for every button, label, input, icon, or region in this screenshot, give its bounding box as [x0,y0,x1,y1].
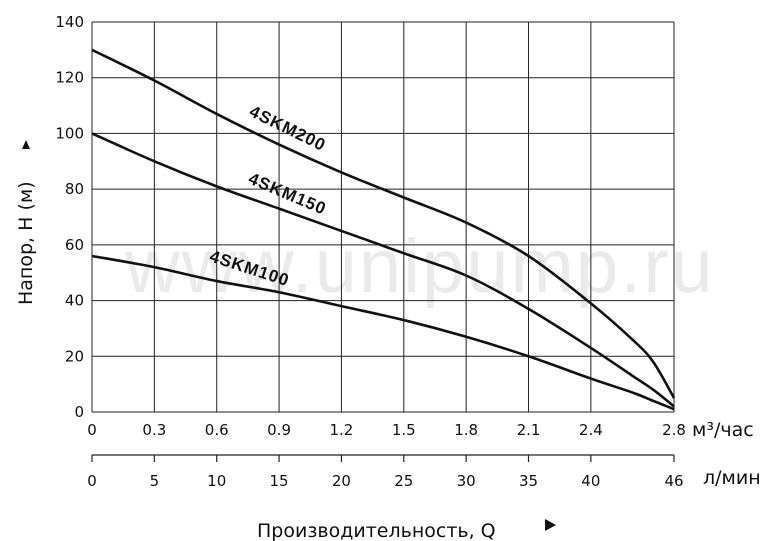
x-axis-arrow-icon [545,519,556,531]
x-tick-label: 2.1 [517,421,541,439]
x-tick-label: 0.3 [142,421,166,439]
y-tick-label: 80 [65,180,84,198]
curve-4skm150 [91,132,675,408]
secondary-x-axis: 0 5 10 15 20 25 30 35 40 46 [87,454,684,490]
x-tick-labels: 0 0.3 0.6 0.9 1.2 1.5 1.8 2.1 2.4 2.8 [87,421,686,439]
x-tick-label: 0.9 [267,421,291,439]
curve-4skm100 [91,254,675,411]
x-axis-title: Производительность, Q [257,520,496,541]
x-tick-label: 0 [87,421,97,439]
x-tick-label: 2.4 [579,421,603,439]
y-axis-arrow-icon [22,140,30,149]
x2-tick-label: 30 [457,472,476,490]
x-tick-label: 0.6 [205,421,229,439]
grid [91,21,675,413]
x2-tick-label: 5 [150,472,160,490]
x2-tick-label: 20 [332,472,351,490]
y-tick-label: 120 [55,69,84,87]
x-tick-label: 2.8 [662,421,686,439]
y-tick-labels: 0 20 40 60 80 100 120 140 [55,13,84,421]
y-tick-label: 60 [65,236,84,254]
x2-tick-label: 40 [581,472,600,490]
x2-tick-label: 46 [664,472,683,490]
curve-4skm200 [91,48,676,399]
x-unit-label: м³/час [692,419,754,441]
y-tick-label: 100 [55,124,84,142]
y-tick-label: 140 [55,13,84,31]
x2-tick-label: 0 [87,472,97,490]
watermark: www.unipump.ru [124,224,715,309]
x-tick-label: 1.2 [329,421,353,439]
curves [91,48,676,411]
x2-tick-label: 10 [207,472,226,490]
x2-unit-label: л/мин [703,467,761,489]
x2-tick-label: 35 [519,472,538,490]
x2-tick-label: 15 [270,472,289,490]
series-label: 4SKM200 [246,102,329,155]
x-tick-label: 1.5 [392,421,416,439]
x2-tick-label: 25 [394,472,413,490]
x-tick-label: 1.8 [454,421,478,439]
y-tick-label: 20 [65,347,84,365]
y-tick-label: 40 [65,292,84,310]
y-axis-title: Напор, H (м) [15,181,37,305]
y-tick-label: 0 [74,403,84,421]
